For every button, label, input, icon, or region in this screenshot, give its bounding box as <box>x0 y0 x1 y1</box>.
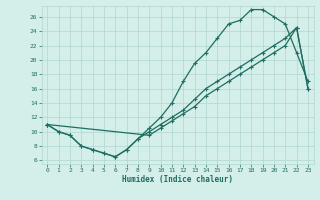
X-axis label: Humidex (Indice chaleur): Humidex (Indice chaleur) <box>122 175 233 184</box>
